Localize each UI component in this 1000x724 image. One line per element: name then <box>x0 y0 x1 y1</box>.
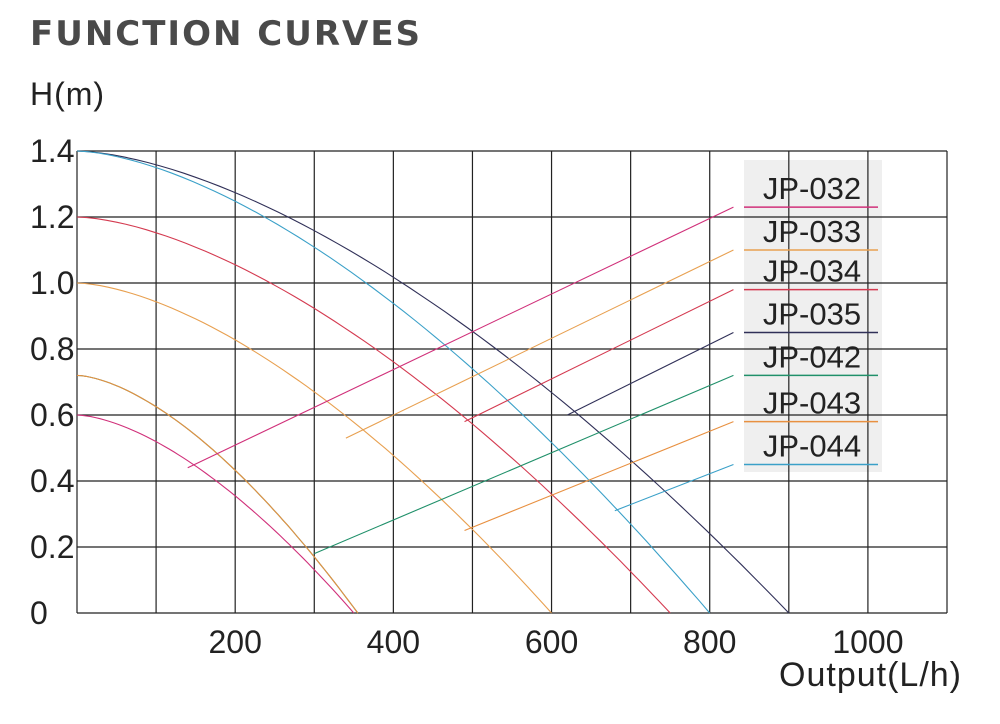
x-tick-label: 1000 <box>832 624 903 660</box>
x-axis-label: Output(L/h) <box>779 656 962 694</box>
y-tick-label: 1.0 <box>30 265 74 301</box>
x-tick-label: 200 <box>208 624 261 660</box>
y-tick-label: 0.8 <box>30 331 74 367</box>
y-tick-label: 0 <box>30 595 48 631</box>
legend-label-jp-044: JP-044 <box>763 429 861 464</box>
legend-label-jp-042: JP-042 <box>763 339 861 374</box>
chart-title: FUNCTION CURVES <box>30 14 423 54</box>
legend-label-jp-032: JP-032 <box>763 171 861 206</box>
y-tick-label: 0.4 <box>30 463 74 499</box>
curve-jp-043 <box>76 374 359 614</box>
y-tick-label: 1.4 <box>30 133 74 169</box>
curve-jp-033 <box>76 282 552 614</box>
leader-jp-043 <box>464 421 734 532</box>
curve-jp-032 <box>76 414 355 614</box>
grid <box>76 150 948 614</box>
y-axis-label: H(m) <box>30 76 106 112</box>
legend: JP-032 JP-033 JP-034 JP-035 JP-042 JP-043 JP-0… <box>744 171 878 466</box>
leader-jp-042 <box>314 374 734 555</box>
leader-jp-034 <box>464 289 734 423</box>
legend-label-jp-035: JP-035 <box>763 297 861 332</box>
y-tick-label: 1.2 <box>30 199 74 235</box>
leader-jp-032 <box>187 206 734 469</box>
leader-jp-035 <box>567 332 734 416</box>
y-tick-label: 0.2 <box>30 529 74 565</box>
curves <box>76 150 790 614</box>
curve-jp-035 <box>76 150 790 614</box>
x-tick-label: 400 <box>367 624 420 660</box>
x-tick-label: 600 <box>525 624 578 660</box>
leader-lines <box>187 206 734 555</box>
curve-jp-034 <box>76 216 671 614</box>
legend-label-jp-033: JP-033 <box>763 214 861 249</box>
x-ticks: 200 400 600 800 1000 <box>208 624 903 660</box>
legend-label-jp-034: JP-034 <box>763 254 861 289</box>
x-tick-label: 800 <box>683 624 736 660</box>
y-tick-label: 0.6 <box>30 397 74 433</box>
curve-jp-044 <box>76 150 711 614</box>
curve-jp-042 <box>76 374 359 614</box>
legend-background <box>744 160 882 472</box>
leader-jp-044 <box>614 463 734 512</box>
y-ticks: 0 0.2 0.4 0.6 0.8 1.0 1.2 1.4 <box>30 133 74 631</box>
legend-label-jp-043: JP-043 <box>763 386 861 421</box>
leader-jp-033 <box>345 249 734 439</box>
